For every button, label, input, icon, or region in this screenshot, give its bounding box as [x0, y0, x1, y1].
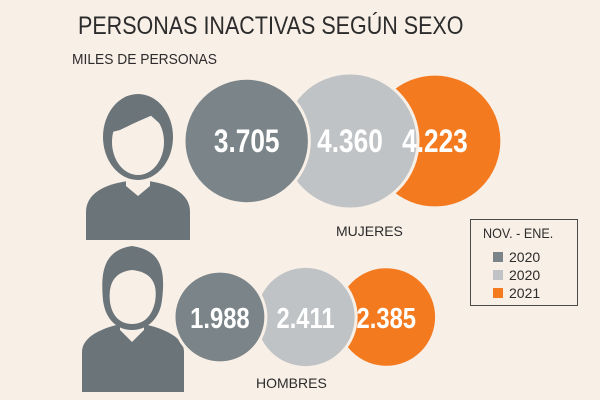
legend: NOV. - ENE. 2020 2020 2021 — [470, 219, 578, 306]
bubble-label-mujeres-1: 4.360 — [317, 125, 383, 160]
chart-subtitle: MILES DE PERSONAS — [72, 51, 217, 68]
bubble-label-hombres-0: 1.988 — [190, 302, 249, 335]
bubble-label-mujeres-2: 4.223 — [402, 125, 468, 160]
man-icon — [82, 246, 184, 392]
legend-item-2021: 2021 — [493, 284, 540, 302]
legend-swatch — [493, 252, 503, 262]
bubble-label-hombres-1: 2.411 — [276, 302, 334, 335]
woman-icon — [86, 94, 190, 240]
bubble-label-mujeres-0: 3.705 — [214, 125, 280, 160]
legend-label: 2020 — [509, 267, 541, 283]
bubble-label-hombres-2: 2.385 — [357, 302, 416, 335]
legend-item-2020-a: 2020 — [493, 248, 540, 266]
legend-swatch — [493, 288, 503, 298]
legend-label: 2020 — [509, 249, 541, 265]
chart-title: PERSONAS INACTIVAS SEGÚN SEXO — [78, 12, 464, 40]
legend-item-2020-b: 2020 — [493, 266, 540, 284]
legend-swatch — [493, 270, 503, 280]
bubble-hombres-0 — [172, 269, 268, 365]
group-label-mujeres: MUJERES — [336, 223, 403, 239]
legend-title: NOV. - ENE. — [483, 225, 554, 241]
bubble-layer: 3.705 4.360 4.223 1.988 2.411 2.385 — [172, 71, 504, 370]
bubble-mujeres-0 — [182, 76, 311, 206]
legend-label: 2021 — [509, 285, 541, 301]
group-label-hombres: HOMBRES — [256, 375, 327, 391]
